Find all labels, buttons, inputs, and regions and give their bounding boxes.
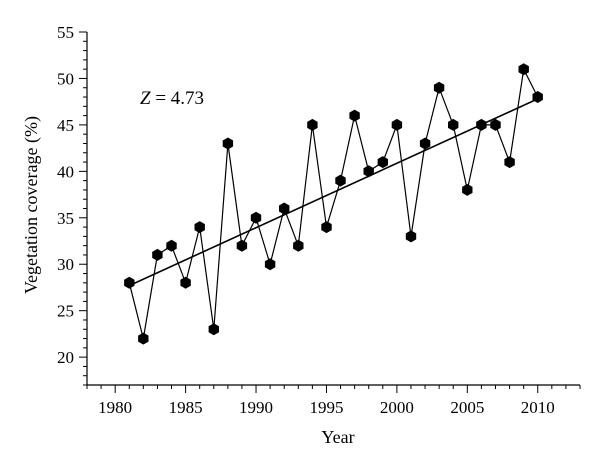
- data-point: [462, 183, 473, 196]
- data-point: [363, 165, 374, 178]
- data-point: [194, 221, 205, 234]
- data-point: [532, 91, 543, 103]
- y-ticks: 20 25 30 35 40 45 50 55: [57, 23, 87, 386]
- data-point: [391, 118, 403, 131]
- y-tick-label: 25: [57, 302, 74, 321]
- marker-layer: [124, 63, 543, 345]
- y-tick-label: 35: [57, 209, 74, 228]
- data-point: [124, 276, 135, 289]
- data-point: [518, 63, 529, 76]
- trend-line: [128, 98, 539, 287]
- y-tick-label: 30: [57, 255, 74, 274]
- data-point: [490, 118, 501, 131]
- data-point: [152, 248, 163, 261]
- data-point: [419, 137, 431, 150]
- y-tick-label: 55: [57, 23, 74, 42]
- data-point: [138, 332, 149, 345]
- data-point: [208, 323, 219, 336]
- data-point: [405, 230, 417, 243]
- data-point: [279, 202, 290, 215]
- x-tick-label: 2010: [521, 398, 555, 417]
- data-point: [250, 211, 262, 224]
- x-ticks: 1980 1985 1990 1995 2000 2005 2010: [86, 385, 581, 417]
- series-layer: [128, 67, 539, 339]
- x-tick-label: 1995: [309, 398, 343, 417]
- x-tick-label: 2005: [450, 398, 484, 417]
- data-point: [335, 174, 346, 187]
- x-tick-label: 1980: [98, 398, 132, 417]
- y-tick-label: 45: [57, 116, 74, 135]
- y-tick-label: 50: [57, 69, 74, 88]
- x-axis-label: Year: [321, 427, 354, 447]
- data-point: [180, 276, 191, 289]
- data-point: [236, 239, 248, 252]
- data-point: [264, 258, 276, 271]
- data-point: [433, 81, 445, 94]
- data-point: [321, 221, 332, 234]
- data-point: [377, 156, 388, 169]
- data-point: [222, 137, 234, 150]
- data-point: [166, 239, 177, 252]
- x-tick-label: 1985: [169, 398, 203, 417]
- series-line: [128, 67, 539, 339]
- data-point: [476, 118, 487, 131]
- data-point: [307, 118, 318, 131]
- data-point: [504, 156, 515, 169]
- z-statistic-annotation: Z = 4.73: [140, 88, 204, 109]
- data-point: [349, 109, 360, 122]
- z-value: = 4.73: [151, 88, 204, 109]
- x-tick-label: 2000: [380, 398, 414, 417]
- z-symbol: Z: [140, 88, 151, 109]
- y-axis-label: Vegetation coverage (%): [21, 116, 42, 294]
- axes: [86, 32, 580, 386]
- y-tick-label: 20: [57, 348, 74, 367]
- data-point: [448, 118, 459, 131]
- x-tick-label: 1990: [239, 398, 273, 417]
- y-tick-label: 40: [57, 162, 74, 181]
- data-point: [293, 239, 304, 252]
